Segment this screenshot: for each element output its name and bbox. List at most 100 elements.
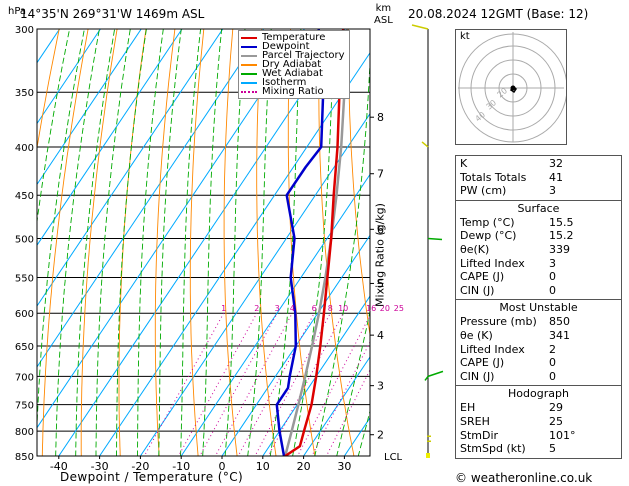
stat-value: 0 bbox=[549, 270, 556, 284]
stat-label: CAPE (J) bbox=[460, 356, 505, 370]
legend-swatch bbox=[241, 72, 257, 75]
pressure-tick-label: 350 bbox=[15, 88, 34, 99]
legend-label: Dewpoint bbox=[262, 41, 310, 52]
hodograph-center bbox=[510, 85, 516, 91]
mixing-ratio-axis-label: Mixing Ratio (g/kg) bbox=[373, 203, 387, 307]
dry-adiabat-line bbox=[80, 29, 118, 456]
isotherm-line bbox=[37, 29, 224, 307]
legend-label: Temperature bbox=[262, 32, 326, 43]
temperature-tick-label: -40 bbox=[50, 460, 68, 473]
stat-value: 2 bbox=[549, 342, 556, 356]
stat-row: CIN (J) 0 bbox=[456, 284, 621, 298]
stat-label: Pressure (mb) bbox=[460, 315, 537, 329]
stat-row: Lifted Index 3 bbox=[456, 257, 621, 271]
wind-barb bbox=[427, 237, 443, 241]
pressure-tick-label: 850 bbox=[15, 452, 34, 463]
stat-row: PW (cm) 3 bbox=[456, 184, 621, 198]
dry-adiabat-line bbox=[41, 29, 89, 456]
wet-adiabat-line bbox=[224, 29, 246, 456]
wet-adiabat-line bbox=[292, 29, 335, 456]
mixing-ratio-line bbox=[297, 314, 370, 456]
stat-row: Totals Totals 41 bbox=[456, 171, 621, 185]
stat-value: 0 bbox=[549, 369, 556, 383]
stat-value: 41 bbox=[549, 170, 563, 184]
dry-adiabat-line bbox=[347, 29, 370, 338]
section-title: Surface bbox=[517, 201, 560, 215]
stat-label: StmSpd (kt) bbox=[460, 442, 526, 456]
wet-adiabat-line bbox=[75, 29, 116, 456]
height-tick-label: 7 bbox=[377, 168, 384, 181]
temperature-tick-label: -30 bbox=[91, 460, 109, 473]
height-axis-unit: km ASL bbox=[374, 3, 393, 27]
pressure-tick-label: 450 bbox=[15, 191, 34, 202]
legend-item: Mixing Ratio bbox=[241, 87, 345, 97]
legend-swatch bbox=[241, 81, 257, 84]
pressure-tick-label: 600 bbox=[15, 309, 34, 320]
lcl-label: LCL bbox=[384, 452, 403, 463]
stat-row: StmDir 101° bbox=[456, 429, 621, 443]
stat-value: 5 bbox=[549, 442, 556, 456]
dry-adiabat-line bbox=[318, 29, 355, 456]
pressure-tick-label: 400 bbox=[15, 143, 34, 154]
mixing-ratio-line bbox=[237, 312, 315, 456]
stat-label: CIN (J) bbox=[460, 369, 495, 383]
wet-adiabat-line bbox=[247, 29, 272, 456]
stat-value: 15.2 bbox=[549, 229, 574, 243]
stat-value: 0 bbox=[549, 283, 556, 297]
hodograph-ring-label: 40 bbox=[474, 110, 488, 123]
stat-label: Dewp (°C) bbox=[460, 229, 517, 243]
hodograph: kt 20 30 40 bbox=[455, 29, 567, 145]
legend-item: Temperature bbox=[241, 32, 345, 43]
mixing-ratio-line bbox=[214, 312, 293, 456]
hodograph-unit: kt bbox=[460, 31, 470, 42]
isotherm-line bbox=[37, 29, 102, 125]
copyright-footer: © weatheronline.co.uk bbox=[455, 471, 593, 485]
stat-value: 32 bbox=[549, 157, 563, 170]
legend-item: Dewpoint bbox=[241, 41, 345, 52]
stat-row: θe(K) 339 bbox=[456, 243, 621, 257]
stat-value: 339 bbox=[549, 242, 570, 256]
pressure-tick-label: 500 bbox=[15, 234, 34, 245]
wet-adiabat-line bbox=[136, 29, 164, 456]
stats-hodograph: Hodograph EH 29 SREH 25 StmDir 101° StmSpd … bbox=[456, 385, 621, 457]
legend-swatch bbox=[241, 54, 257, 57]
stat-label: Temp (°C) bbox=[460, 215, 515, 229]
stat-row: SREH 25 bbox=[456, 415, 621, 429]
pressure-axis-unit: hPa bbox=[8, 6, 27, 17]
section-title: Hodograph bbox=[508, 387, 569, 401]
series-line bbox=[283, 29, 349, 456]
asl-unit: ASL bbox=[374, 15, 393, 26]
temperature-tick-label: 20 bbox=[297, 460, 311, 473]
mixing-ratio-label: 1 bbox=[221, 304, 226, 313]
legend-swatch bbox=[241, 36, 257, 39]
stat-label: Totals Totals bbox=[460, 170, 527, 184]
stat-value: 101° bbox=[549, 428, 576, 442]
stat-row: Temp (°C) 15.5 bbox=[456, 216, 621, 230]
mixing-ratio-label: 3 bbox=[275, 304, 280, 313]
wet-adiabat-line bbox=[55, 29, 100, 456]
stat-row: CAPE (J) 0 bbox=[456, 356, 621, 370]
dry-adiabat-line bbox=[154, 29, 176, 456]
wet-adiabat-line bbox=[202, 29, 223, 456]
isotherm-line bbox=[37, 29, 142, 186]
wet-adiabat-line bbox=[336, 309, 370, 456]
stat-value: 25 bbox=[549, 414, 563, 428]
wet-adiabat-line bbox=[95, 29, 131, 456]
mixing-ratio-label: 20 bbox=[380, 304, 390, 313]
km-unit: km bbox=[375, 3, 392, 14]
height-tick-label: 5 bbox=[377, 277, 384, 290]
isotherm-line bbox=[180, 173, 370, 456]
wind-barb bbox=[421, 141, 429, 148]
isotherm-line bbox=[302, 356, 370, 456]
stats-indices: K 32 Totals Totals 41 PW (cm) 3 bbox=[456, 156, 621, 200]
stat-label: CAPE (J) bbox=[460, 270, 505, 284]
wet-adiabat-line bbox=[37, 29, 85, 435]
stat-value: 3 bbox=[549, 184, 556, 198]
legend-label: Isotherm bbox=[262, 77, 307, 88]
legend-item: Wet Adiabat bbox=[241, 69, 345, 79]
stat-row: CIN (J) 0 bbox=[456, 370, 621, 384]
mixing-ratio-line bbox=[143, 312, 225, 456]
height-tick-label: 6 bbox=[377, 223, 384, 236]
dry-adiabat-line bbox=[223, 29, 238, 456]
pressure-tick-label: 650 bbox=[15, 342, 34, 353]
